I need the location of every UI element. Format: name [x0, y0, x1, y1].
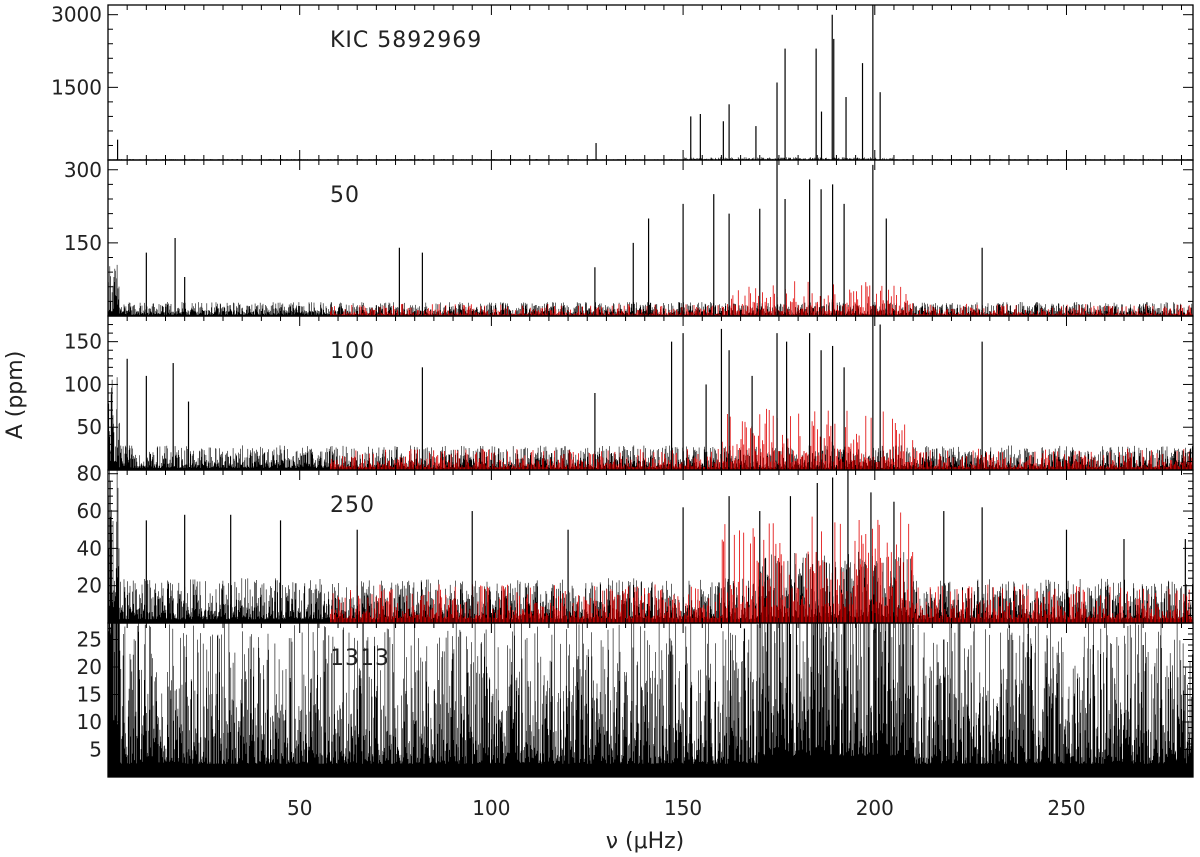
panel-3: 20 40 60 80 250: [77, 462, 1194, 624]
panel-label-3: 250: [330, 493, 375, 518]
y-tick-label: 60: [77, 499, 102, 523]
y-tick-label: 20: [77, 574, 102, 598]
panel-frame-1: [107, 159, 1194, 317]
overlay-spectrum-3: [330, 512, 1193, 623]
y-tick-label: 10: [77, 710, 102, 734]
spectrum-noise-4: [108, 623, 1194, 777]
panels-layer: 1500 3000 KIC 5892969 150 300 50 50 100 150 100 20…: [51, 3, 1194, 778]
y-tick-label: 25: [77, 628, 102, 652]
y-tick-label: 40: [77, 536, 102, 560]
panel-1: 150 300 50: [64, 158, 1194, 317]
y-tick-label: 50: [77, 415, 102, 439]
panel-label-2: 100: [330, 339, 375, 364]
y-tick-label: 150: [64, 330, 102, 354]
y-axis-title: A (ppm): [3, 351, 28, 440]
x-tick-label: 250: [1047, 796, 1085, 820]
panel-frame-2: [107, 315, 1194, 471]
y-tick-label: 5: [89, 738, 102, 762]
y-tick-label: 300: [64, 158, 102, 182]
y-tick-label: 100: [64, 372, 102, 396]
x-axis-title: ν (μHz): [606, 829, 685, 854]
panel-4: 5 10 15 20 25 1313: [77, 622, 1194, 778]
y-tick-label: 15: [77, 683, 102, 707]
y-tick-label: 1500: [51, 75, 102, 99]
x-tick-label: 50: [287, 796, 312, 820]
spectrum-noise-2: [108, 377, 1194, 470]
panel-0: 1500 3000 KIC 5892969: [51, 3, 1194, 161]
panel-label-1: 50: [330, 183, 360, 208]
panel-frame-0: [107, 4, 1194, 161]
y-tick-label: 20: [77, 655, 102, 679]
x-tick-label: 100: [472, 796, 510, 820]
panel-label-4: 1313: [330, 646, 390, 671]
y-tick-label: 3000: [51, 3, 102, 27]
y-tick-label: 150: [64, 231, 102, 255]
spectrum-noise-3: [108, 470, 1194, 623]
spectrum-noise-1: [108, 264, 1194, 316]
x-tick-label: 200: [856, 796, 894, 820]
x-tick-label: 150: [664, 796, 702, 820]
panel-label-0: KIC 5892969: [330, 28, 482, 53]
panel-2: 50 100 150 100: [64, 315, 1194, 471]
y-tick-label: 80: [77, 462, 102, 486]
x-axis: 50 100 150 200 250: [287, 796, 1086, 820]
